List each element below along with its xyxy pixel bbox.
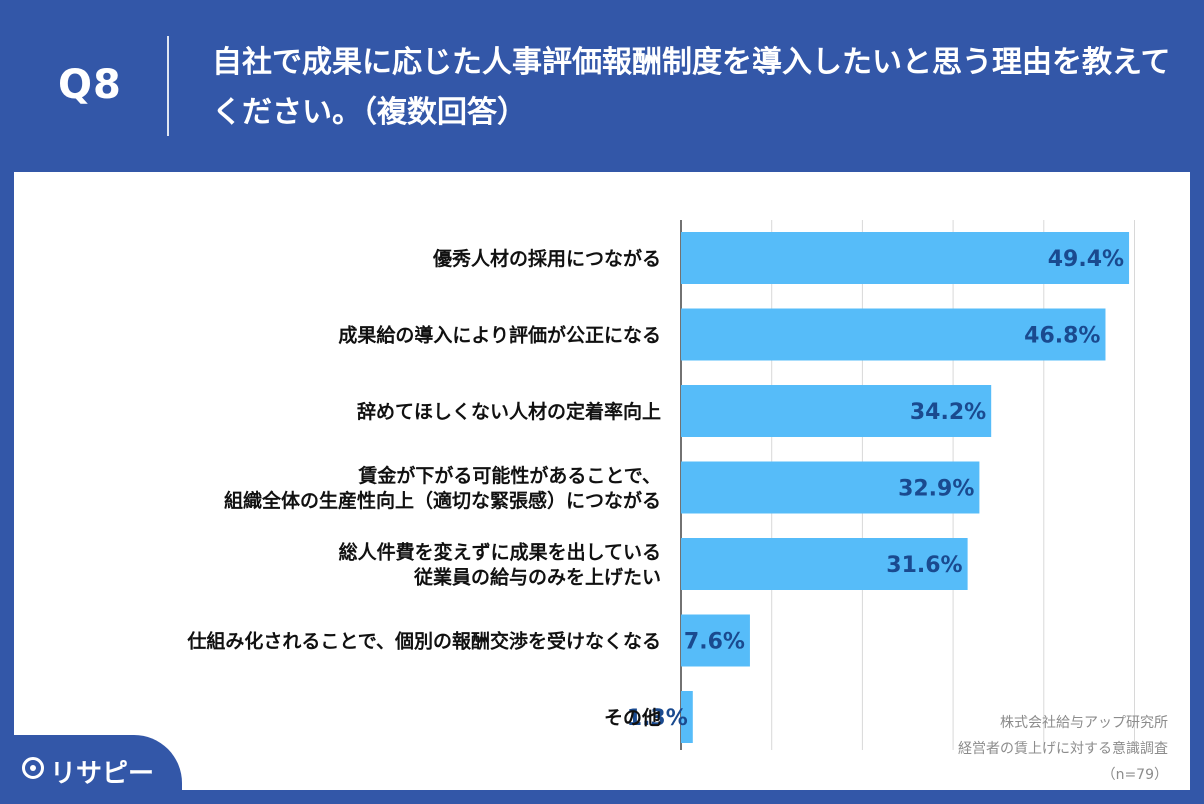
source-survey: 経営者の賃上げに対する意識調査: [958, 741, 1168, 757]
question-title: 自社で成果に応じた人事評価報酬制度を導入したいと思う理由を教えてください。（複数…: [212, 45, 1171, 130]
value-label: 1.3%: [627, 706, 688, 731]
bar: [681, 538, 968, 590]
category-label: 賃金が下がる可能性があることで、: [357, 464, 661, 487]
brand-logo: リサピー: [0, 735, 182, 804]
bar: [681, 614, 750, 667]
category-label: 辞めてほしくない人材の定着率向上: [357, 400, 661, 423]
value-label: 49.4%: [1048, 247, 1124, 272]
category-label: 仕組み化されることで、個別の報酬交渉を受けなくなる: [186, 630, 661, 653]
bar: [681, 385, 992, 437]
category-label: 成果給の導入により評価が公正になる: [338, 324, 661, 347]
header-divider: [167, 36, 169, 136]
bar: [681, 232, 1130, 284]
bar: [681, 461, 980, 514]
category-label: 総人件費を変えずに成果を出している: [339, 541, 661, 564]
value-label: 32.9%: [898, 477, 974, 502]
value-label: 34.2%: [910, 400, 986, 425]
category-label: 組織全体の生産性向上（適切な緊張感）につながる: [224, 489, 661, 512]
header: Q8 自社で成果に応じた人事評価報酬制度を導入したいと思う理由を教えてください。…: [0, 0, 1204, 172]
category-label: 従業員の給与のみを上げたい: [413, 566, 661, 589]
category-label: その他: [604, 706, 661, 729]
pin-icon: [22, 757, 44, 779]
bar: [681, 308, 1106, 361]
source-sample-size: （n=79）: [1101, 767, 1168, 783]
bar: [681, 691, 693, 743]
brand-name: リサピー: [50, 759, 155, 789]
value-label: 46.8%: [1024, 324, 1100, 349]
chart-card: 49.4% 優秀人材の採用につながる 46.8% 成果給の導入により評価が公正になる 3…: [14, 172, 1190, 790]
bar-chart: 49.4% 優秀人材の採用につながる 46.8% 成果給の導入により評価が公正になる 3…: [186, 220, 1135, 750]
value-label: 31.6%: [886, 553, 962, 578]
value-label: 7.6%: [684, 630, 745, 655]
question-number: Q8: [58, 62, 122, 108]
source-company: 株式会社給与アップ研究所: [1000, 715, 1168, 731]
category-label: 優秀人材の採用につながる: [432, 247, 661, 270]
